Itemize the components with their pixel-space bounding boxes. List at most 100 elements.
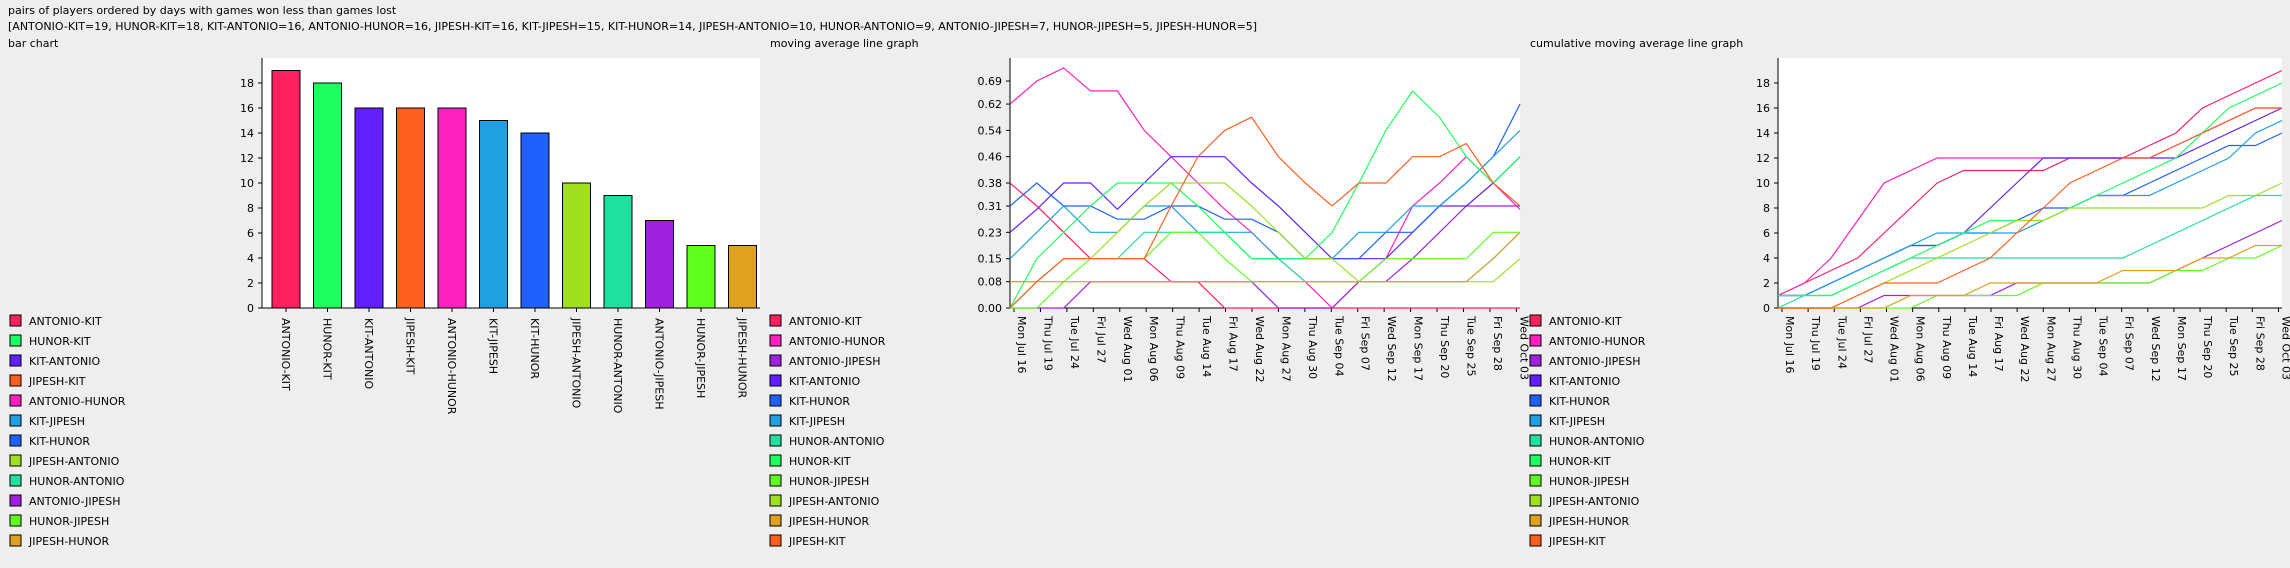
cma-series-jipesh-hunor [1778,244,2282,309]
bar-legend-label: HUNOR-ANTONIO [29,475,125,488]
ma-legend-swatch [769,354,782,367]
ma-y-tick-label: 0.31 [978,200,1003,213]
ma-legend-label: KIT-ANTONIO [789,375,860,388]
ma-y-tick-label: 0.62 [978,98,1003,111]
cma-legend-label: HUNOR-KIT [1549,455,1611,468]
ma-x-tick-label: Wed Oct 03 [1517,316,1530,380]
bar-legend-swatch [9,454,22,467]
bar-category-label: HUNOR-JIPESH [694,318,707,398]
cma-legend-label: JIPESH-ANTONIO [1548,495,1640,508]
moving-average-chart-title: moving average line graph [770,37,919,50]
bar-legend-swatch [9,334,22,347]
ma-legend-swatch [769,534,782,547]
ma-plot-area [1010,58,1520,308]
ma-x-tick-label: Fri Sep 07 [1359,316,1372,371]
ma-x-tick-label: Mon Sep 17 [1412,316,1425,381]
cma-series-kit-jipesh [1778,119,2283,297]
bar-legend-swatch [9,534,22,547]
bar-jipesh-kit [396,107,425,309]
ma-y-tick-label: 0.00 [978,302,1003,315]
cma-x-tick-label: Thu Sep 20 [2201,315,2214,378]
ma-x-tick-label: Mon Jul 16 [1015,316,1028,373]
bar-category-label: ANTONIO-KIT [279,318,292,391]
cma-y-tick-label: 6 [1763,227,1770,240]
bar-legend-swatch [9,414,22,427]
cma-y-tick-label: 18 [1756,77,1770,90]
cma-x-tick-label: Wed Aug 01 [1888,316,1901,382]
cma-x-tick-label: Mon Sep 17 [2175,316,2188,381]
ma-y-tick-label: 0.08 [978,276,1003,289]
bar-y-tick-label: 14 [240,127,254,140]
ma-x-tick-label: Thu Sep 20 [1438,315,1451,378]
ma-legend-label: ANTONIO-JIPESH [789,355,880,368]
bar-legend-swatch [9,354,22,367]
cma-legend-swatch [1529,514,1542,527]
bar-legend-label: KIT-ANTONIO [29,355,100,368]
ma-y-tick-label: 0.38 [978,177,1003,190]
bar-y-tick-label: 16 [240,102,254,115]
cma-y-tick-label: 4 [1763,252,1770,265]
cma-legend-swatch [1529,434,1542,447]
bar-y-tick-label: 12 [240,152,254,165]
cma-legend-swatch [1529,314,1542,327]
cma-y-tick-label: 12 [1756,152,1770,165]
ma-x-tick-label: Thu Jul 19 [1041,315,1054,371]
bar-chart-title: bar chart [8,37,59,50]
cma-legend-swatch [1529,534,1542,547]
ma-legend-label: HUNOR-KIT [789,455,851,468]
ma-x-tick-label: Thu Aug 30 [1306,315,1319,379]
cma-x-tick-label: Wed Oct 03 [2279,316,2290,380]
bar-legend-label: JIPESH-HUNOR [28,535,110,548]
bar-antonio-jipesh [645,220,674,309]
bar-legend-label: ANTONIO-HUNOR [29,395,126,408]
ma-legend-swatch [769,334,782,347]
ma-series-hunor-kit [1009,89,1521,309]
cma-y-tick-label: 14 [1756,127,1770,140]
cma-legend-swatch [1529,454,1542,467]
cma-legend-label: JIPESH-HUNOR [1548,515,1630,528]
ma-legend-label: JIPESH-HUNOR [788,515,870,528]
bar-legend-label: KIT-JIPESH [29,415,85,428]
ma-x-tick-label: Tue Sep 04 [1332,315,1345,377]
bar-legend-swatch [9,474,22,487]
pair-summary: [ANTONIO-KIT=19, HUNOR-KIT=18, KIT-ANTON… [8,20,1258,33]
ma-legend-label: HUNOR-ANTONIO [789,435,885,448]
ma-legend-label: ANTONIO-HUNOR [789,335,886,348]
ma-legend-swatch [769,474,782,487]
bar-category-label: HUNOR-KIT [321,318,334,380]
ma-series-kit-hunor [1009,103,1521,260]
cma-x-tick-label: Thu Jul 19 [1809,315,1822,371]
ma-legend-swatch [769,514,782,527]
bar-category-label: ANTONIO-JIPESH [653,318,666,409]
cma-legend-label: HUNOR-JIPESH [1549,475,1629,488]
cma-y-tick-label: 2 [1763,277,1770,290]
bar-kit-jipesh [479,120,508,309]
bar-legend-swatch [9,494,22,507]
cma-legend-swatch [1529,334,1542,347]
cma-x-tick-label: Fri Jul 27 [1861,316,1874,363]
ma-legend-label: HUNOR-JIPESH [789,475,869,488]
ma-x-tick-label: Mon Aug 27 [1279,316,1292,382]
bar-y-tick-label: 10 [240,177,254,190]
cma-x-tick-label: Tue Jul 24 [1835,315,1848,369]
bar-hunor-jipesh [686,245,716,309]
bar-category-label: JIPESH-HUNOR [736,317,749,399]
bar-y-tick-label: 8 [247,202,254,215]
cma-legend-label: JIPESH-KIT [1548,535,1606,548]
cma-x-tick-label: Mon Jul 16 [1783,316,1796,373]
cma-x-tick-label: Tue Sep 04 [2097,315,2110,377]
bar-category-label: ANTONIO-HUNOR [445,318,458,415]
bar-hunor-antonio [603,195,633,309]
ma-y-tick-label: 0.46 [978,151,1003,164]
cma-x-tick-label: Fri Aug 17 [1992,316,2005,372]
ma-x-tick-label: Thu Aug 09 [1174,315,1187,379]
bar-legend-swatch [9,394,22,407]
cma-x-tick-label: Fri Sep 07 [2123,316,2136,371]
bar-kit-antonio [354,107,384,309]
cma-legend-label: ANTONIO-HUNOR [1549,335,1646,348]
bar-category-label: KIT-HUNOR [528,318,541,379]
bar-legend-label: JIPESH-KIT [28,375,86,388]
bar-jipesh-hunor [728,245,757,309]
ma-x-tick-label: Fri Jul 27 [1094,316,1107,363]
cma-legend-label: ANTONIO-JIPESH [1549,355,1640,368]
